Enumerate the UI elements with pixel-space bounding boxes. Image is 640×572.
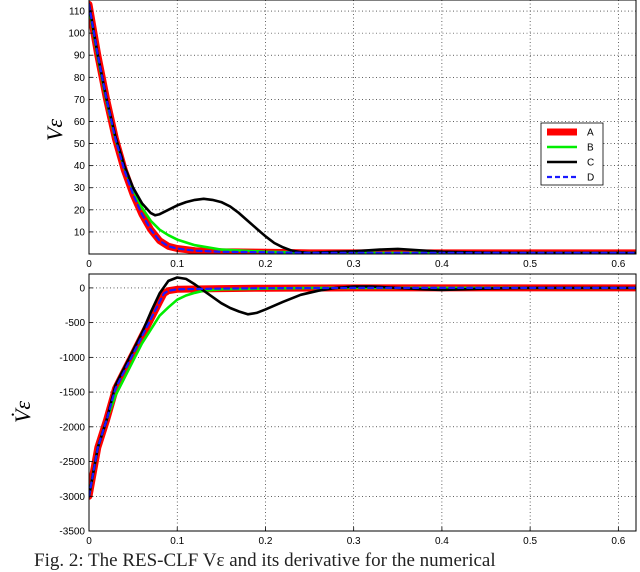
y-tick-label: 20 [74, 205, 86, 216]
x-tick-label: 0.5 [523, 259, 537, 270]
clipped-char: e [0, 133, 2, 141]
x-tick-label: 0.4 [435, 536, 449, 547]
x-tick-label: 0 [86, 536, 92, 547]
x-tick-label: 0.1 [170, 259, 184, 270]
x-tick-label: 0.2 [258, 259, 272, 270]
clipped-margin-text: e e p [0, 95, 22, 215]
series-line-d [89, 286, 636, 498]
x-tick-label: 0.4 [435, 259, 449, 270]
y-tick-label: 100 [68, 29, 85, 40]
y-tick-label: 40 [74, 161, 86, 172]
y-tick-label: 60 [74, 117, 86, 128]
legend-label-a: A [587, 128, 594, 139]
x-tick-label: 0.6 [611, 259, 625, 270]
y-tick-label: -2500 [59, 457, 85, 468]
x-tick-label: 0.5 [523, 536, 537, 547]
axes-frame [88, 0, 637, 255]
y-tick-label: -3500 [59, 527, 85, 538]
y-tick-label: -500 [65, 318, 85, 329]
plot-background [89, 274, 636, 531]
y-tick-label: 70 [74, 95, 86, 106]
clipped-char: p [0, 171, 2, 180]
figure-caption: Fig. 2: The RES-CLF Vε and its derivativ… [34, 550, 496, 571]
y-tick-label: 0 [79, 283, 85, 294]
y-tick-label: -1500 [59, 388, 85, 399]
y-tick-label: -2000 [59, 422, 85, 433]
y-tick-label: -3000 [59, 492, 85, 503]
x-tick-label: 0.3 [347, 259, 361, 270]
x-tick-label: 0.1 [170, 536, 184, 547]
y-tick-label: 110 [69, 7, 85, 18]
y-tick-label: -1000 [59, 353, 85, 364]
series-line-c [89, 3, 636, 254]
x-tick-label: 0.6 [611, 536, 625, 547]
clipped-char: e [0, 95, 2, 103]
bottom-plot: V̇ε 0 0.1 0.2 0.3 0.4 0.5 0.6 0 -500 -1000 -1500 -2… [10, 273, 637, 547]
y-tick-label: 30 [74, 183, 86, 194]
legend-label-c: C [587, 158, 594, 169]
x-tick-label: 0 [86, 259, 92, 270]
legend-label-b: B [587, 143, 594, 154]
top-plot-ylabel: Vε [42, 119, 67, 141]
y-tick-label: 10 [74, 227, 86, 238]
bottom-plot-ylabel: V̇ε [10, 401, 35, 423]
y-tick-label: 50 [74, 139, 86, 150]
y-tick-label: 90 [74, 51, 86, 62]
axes-frame [88, 273, 637, 532]
x-tick-label: 0.2 [258, 536, 272, 547]
legend-label-d: D [587, 173, 594, 184]
x-tick-label: 0.3 [347, 536, 361, 547]
y-tick-label: 80 [74, 73, 86, 84]
